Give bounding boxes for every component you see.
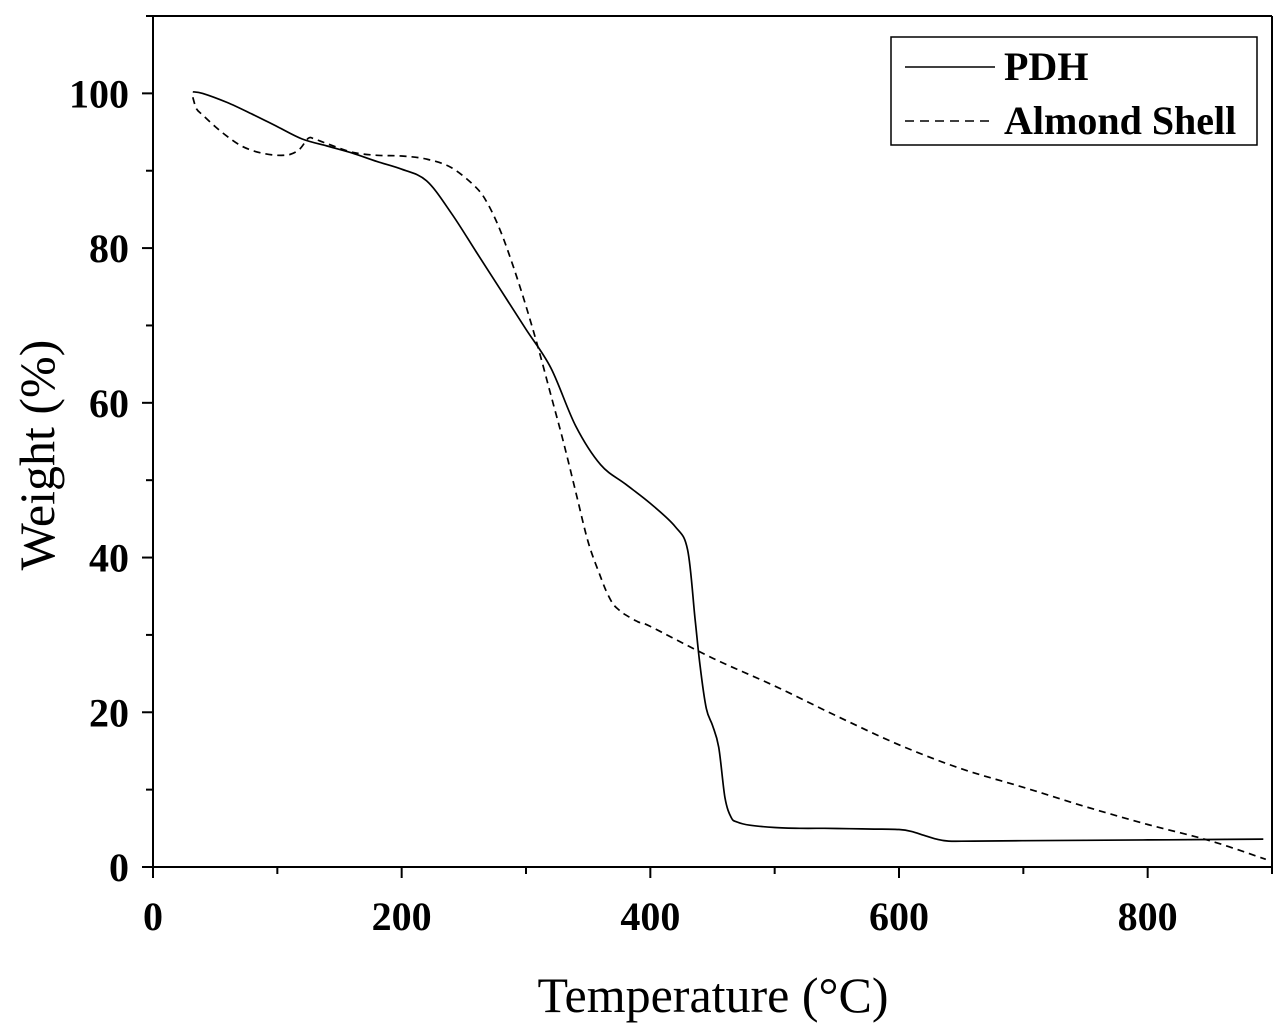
y-tick-label: 80 xyxy=(89,226,129,271)
y-axis-title: Weight (%) xyxy=(9,340,65,571)
legend: PDH Almond Shell xyxy=(890,36,1258,146)
y-axis-tick-labels: 0 20 40 60 80 100 xyxy=(69,71,129,890)
y-tick-label: 40 xyxy=(89,536,129,581)
series-line-almond-shell xyxy=(191,96,1267,861)
series-lines xyxy=(191,90,1267,861)
x-axis-tick-labels: 0 200 400 600 800 xyxy=(143,894,1178,939)
y-tick-label: 100 xyxy=(69,71,129,116)
x-tick-label: 600 xyxy=(869,894,929,939)
legend-label-pdh: PDH xyxy=(1004,44,1088,89)
x-tick-label: 400 xyxy=(620,894,680,939)
x-tick-label: 200 xyxy=(372,894,432,939)
legend-box xyxy=(890,36,1258,146)
plot-frame xyxy=(152,15,1273,868)
y-tick-label: 20 xyxy=(89,690,129,735)
series-line-pdh xyxy=(192,90,1264,843)
y-tick-label: 0 xyxy=(109,845,129,890)
x-axis-title: Temperature (°C) xyxy=(537,967,888,1023)
x-tick-label: 0 xyxy=(143,894,163,939)
y-tick-label: 60 xyxy=(89,381,129,426)
x-tick-label: 800 xyxy=(1118,894,1178,939)
legend-label-almond-shell: Almond Shell xyxy=(1004,98,1236,143)
y-axis-ticks xyxy=(142,15,153,868)
x-axis-ticks xyxy=(152,867,1273,878)
